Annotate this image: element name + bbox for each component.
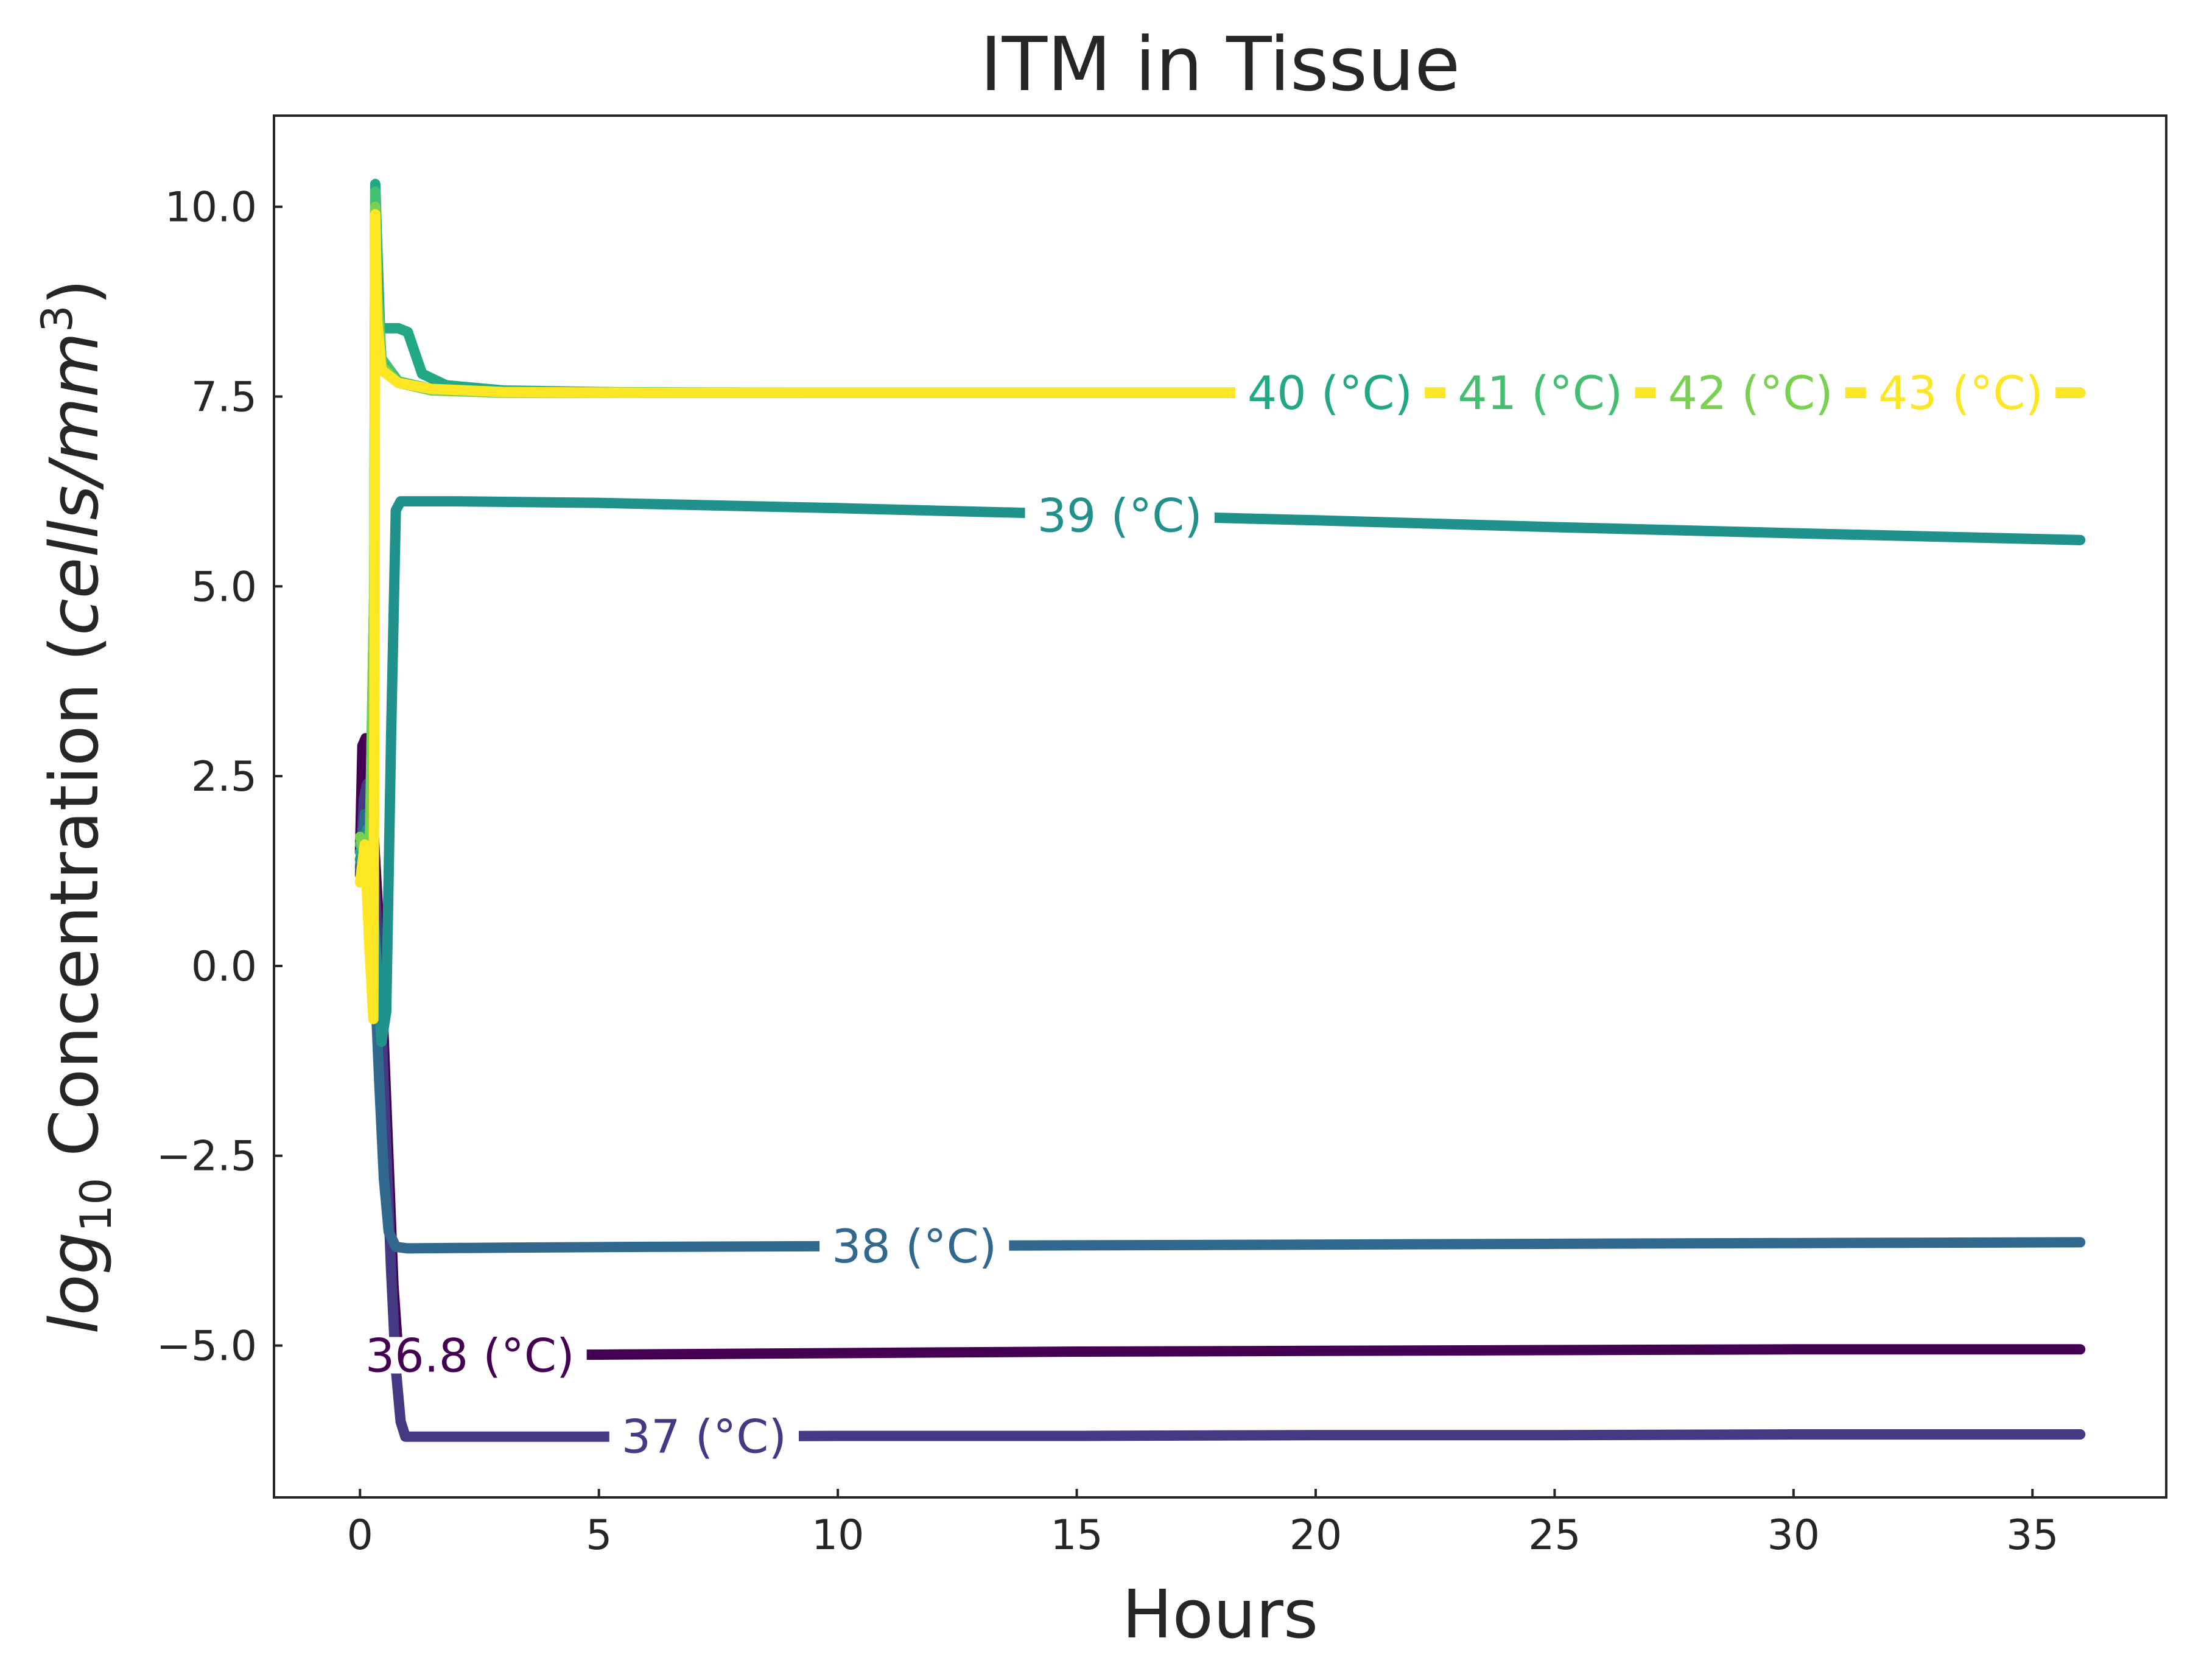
x-tick-label: 25 xyxy=(1528,1511,1581,1559)
y-axis-label: log10 Concentration (cells/mm3) xyxy=(32,279,121,1334)
series-label-5: 41 (°C) xyxy=(1458,366,1623,420)
y-tick-label: 10.0 xyxy=(165,184,257,232)
y-tick-label: −5.0 xyxy=(156,1323,257,1371)
y-axis-label-text: Concentration ( xyxy=(35,635,113,1178)
series-label-background xyxy=(1655,374,1845,411)
series-label-7: 43 (°C) xyxy=(1878,366,2043,420)
y-axis-ticks: −5.0 −2.5 0.0 2.5 5.0 7.5 10.0 xyxy=(156,184,283,1371)
x-axis-label: Hours xyxy=(1122,1575,1318,1653)
x-tick-label: 15 xyxy=(1050,1511,1103,1559)
chart-title: ITM in Tissue xyxy=(980,21,1461,108)
y-tick-label: −2.5 xyxy=(156,1133,257,1181)
plot-lines xyxy=(354,178,2086,1442)
series-label-3: 39 (°C) xyxy=(1037,489,1202,543)
series-label-background xyxy=(1865,374,2056,411)
series-label-background xyxy=(819,1227,1009,1264)
y-axis-label-superscript: 3 xyxy=(32,305,82,332)
y-axis-label-unit: cells/mm xyxy=(35,332,113,635)
y-tick-label: 5.0 xyxy=(191,563,257,611)
y-tick-label: 7.5 xyxy=(191,373,257,421)
series-label-background xyxy=(1025,497,1215,534)
plot-frame xyxy=(273,114,2167,1499)
x-tick-label: 30 xyxy=(1767,1511,1820,1559)
x-tick-label: 10 xyxy=(812,1511,865,1559)
x-tick-label: 5 xyxy=(586,1511,612,1559)
series-label-2: 38 (°C) xyxy=(832,1219,997,1273)
x-tick-label: 35 xyxy=(2006,1511,2059,1559)
series-label-6: 42 (°C) xyxy=(1668,366,1833,420)
y-axis-label-log: log xyxy=(35,1232,113,1334)
series-label-background xyxy=(1235,374,1425,411)
y-tick-label: 2.5 xyxy=(191,753,257,801)
series-label-4: 40 (°C) xyxy=(1248,366,1413,420)
series-label-1: 37 (°C) xyxy=(622,1410,787,1464)
series-label-background xyxy=(1445,374,1635,411)
y-tick-label: 0.0 xyxy=(191,943,257,991)
inline-labels: 36.8 (°C) 37 (°C) 38 (°C) 39 (°C) 40 (°C) 41 … xyxy=(353,366,2056,1464)
y-axis-label-subscript: 10 xyxy=(71,1178,121,1232)
series-label-0: 36.8 (°C) xyxy=(365,1328,575,1382)
series-label-background xyxy=(609,1418,799,1455)
series-line-7 xyxy=(354,209,2086,1024)
y-axis-label-close: ) xyxy=(35,279,113,305)
series-label-background xyxy=(353,1337,587,1374)
x-tick-label: 0 xyxy=(347,1511,373,1559)
x-axis-ticks: 0 5 10 15 20 25 30 35 xyxy=(347,1489,2059,1559)
x-tick-label: 20 xyxy=(1290,1511,1342,1559)
